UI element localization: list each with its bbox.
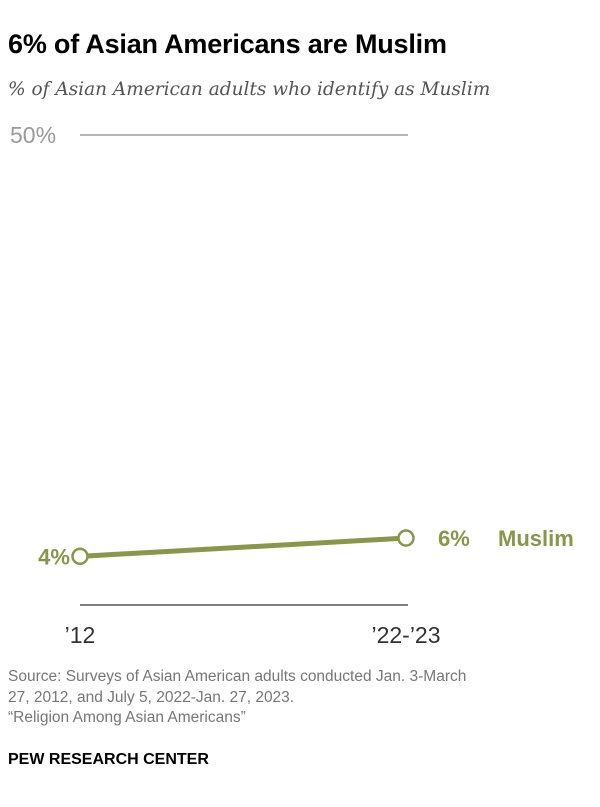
chart-subtitle: % of Asian American adults who identify … — [8, 79, 491, 100]
pew-credit: PEW RESEARCH CENTER — [8, 751, 209, 768]
data-label: 6% — [438, 526, 470, 551]
chart-title: 6% of Asian Americans are Muslim — [8, 29, 447, 59]
source-line: “Religion Among Asian Americans” — [8, 709, 246, 726]
source-line: Source: Surveys of Asian American adults… — [8, 668, 467, 685]
x-tick-label: ’12 — [65, 622, 96, 648]
line-chart: 50% ’12 ’22-’23 4% 6% Muslim — [10, 122, 574, 648]
data-point — [397, 529, 415, 547]
data-label: 4% — [38, 544, 70, 569]
series-label: Muslim — [498, 526, 574, 551]
data-point — [71, 547, 89, 566]
series-line-muslim — [77, 535, 409, 559]
x-tick-label: ’22-’23 — [371, 622, 440, 648]
source-note: Source: Surveys of Asian American adults… — [8, 667, 588, 729]
source-line: 27, 2012, and July 5, 2022-Jan. 27, 2023… — [8, 688, 295, 706]
y-tick-label: 50% — [10, 122, 56, 148]
